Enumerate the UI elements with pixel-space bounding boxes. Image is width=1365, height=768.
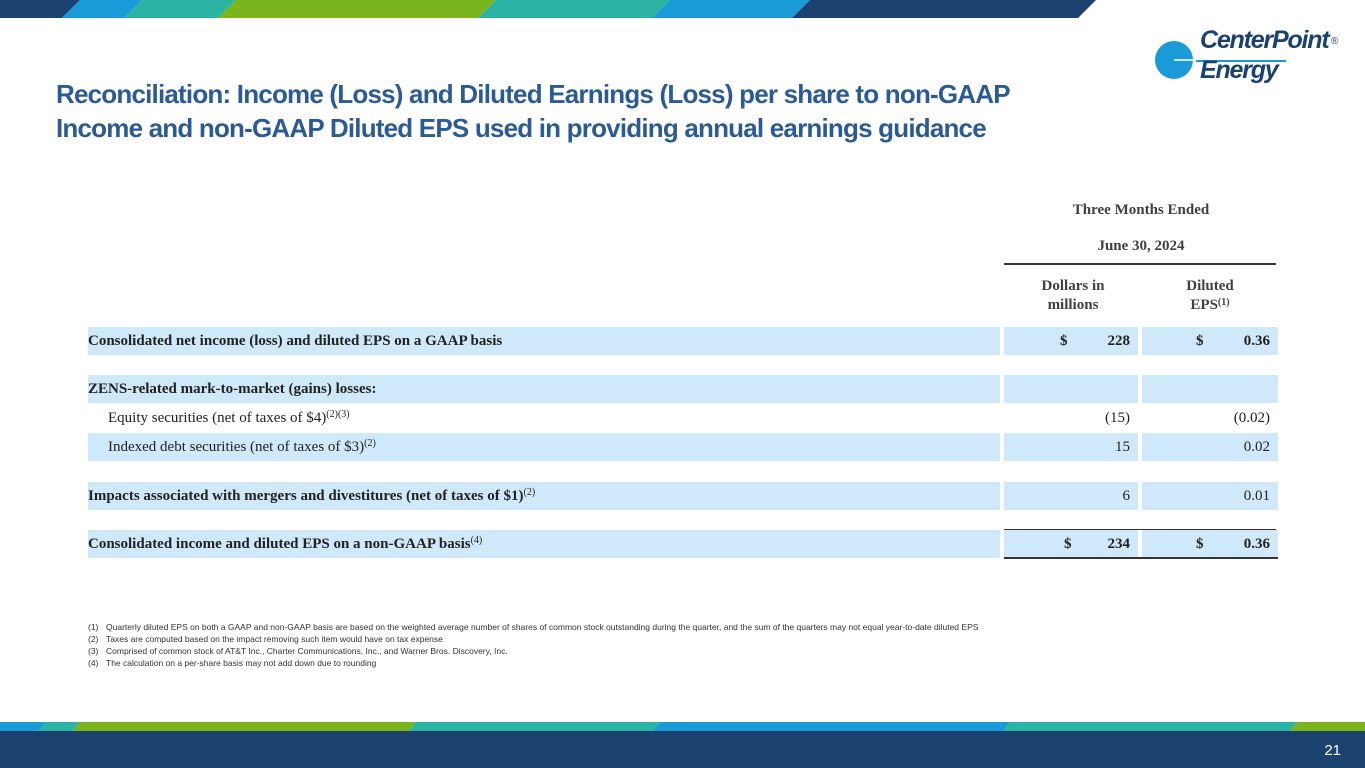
row-dollars: (15)	[1105, 410, 1130, 426]
col-header-eps: Diluted EPS(1)	[1142, 277, 1278, 315]
row-eps: $ 0.36	[1142, 327, 1278, 355]
row-eps: 0.02	[1142, 433, 1278, 461]
logo-registered-mark: ®	[1331, 36, 1339, 47]
centerpoint-globe-icon	[1155, 41, 1196, 79]
row-eps: 0.01	[1142, 482, 1278, 510]
period-date: June 30, 2024	[1097, 238, 1185, 254]
top-decorative-band	[0, 0, 1096, 18]
row-dollars: $ 234	[1004, 530, 1138, 558]
footnote: (1) Quarterly diluted EPS on both a GAAP …	[88, 622, 979, 632]
title-line-2: Income and non-GAAP Diluted EPS used in …	[56, 113, 987, 143]
total-rule-bottom	[1004, 557, 1278, 559]
row-label: Equity securities (net of taxes of $4)(2…	[108, 409, 350, 426]
logo-name-line2: Energy	[1200, 56, 1279, 84]
col-eps-note: (1)	[1217, 297, 1230, 308]
row-dollars: 15	[1004, 433, 1138, 461]
footnote: (4) The calculation on a per-share basis …	[88, 658, 377, 668]
row-label: Consolidated income and diluted EPS on a…	[88, 530, 1000, 558]
col-dollars-line1: Dollars in	[1041, 278, 1105, 294]
row-dollars	[1004, 375, 1138, 403]
col-dollars-line2: millions	[1047, 297, 1099, 313]
header-rule	[1004, 263, 1276, 265]
table-row-mergers: Impacts associated with mergers and dive…	[88, 482, 1278, 510]
row-eps: $ 0.36	[1142, 530, 1278, 558]
table-row-non-gaap: Consolidated income and diluted EPS on a…	[88, 530, 1278, 558]
table-row-zens-header: ZENS-related mark-to-market (gains) loss…	[88, 375, 1278, 403]
page-title: Reconciliation: Income (Loss) and Dilute…	[56, 77, 1116, 145]
centerpoint-energy-logo: CenterPoint ® Energy	[1152, 24, 1342, 96]
col-header-dollars: Dollars in millions	[1004, 277, 1142, 315]
bottom-decorative-band	[0, 722, 1365, 732]
period-label: Three Months Ended	[1072, 202, 1210, 218]
table-row-equity-securities: Equity securities (net of taxes of $4)(2…	[88, 404, 1278, 432]
logo-name-line1: CenterPoint	[1200, 26, 1330, 54]
row-label: Indexed debt securities (net of taxes of…	[88, 433, 1000, 461]
col-eps-label: Diluted EPS	[1186, 278, 1234, 313]
footer-bar	[0, 731, 1365, 768]
row-dollars: $ 228	[1004, 327, 1138, 355]
row-eps	[1142, 375, 1278, 403]
row-label: Impacts associated with mergers and dive…	[88, 482, 1000, 510]
footnote: (2) Taxes are computed based on the impac…	[88, 634, 443, 644]
total-rule-top	[1004, 529, 1276, 530]
table-row-indexed-debt: Indexed debt securities (net of taxes of…	[88, 433, 1278, 461]
title-line-1: Reconciliation: Income (Loss) and Dilute…	[56, 79, 1011, 109]
table-row-gaap: Consolidated net income (loss) and dilut…	[88, 327, 1278, 355]
footnote: (3) Comprised of common stock of AT&T Inc…	[88, 646, 508, 656]
row-dollars: 6	[1004, 482, 1138, 510]
row-eps: (0.02)	[1233, 410, 1270, 426]
row-label: ZENS-related mark-to-market (gains) loss…	[88, 375, 1000, 403]
row-label: Consolidated net income (loss) and dilut…	[88, 327, 1000, 355]
page-number: 21	[1324, 742, 1341, 759]
